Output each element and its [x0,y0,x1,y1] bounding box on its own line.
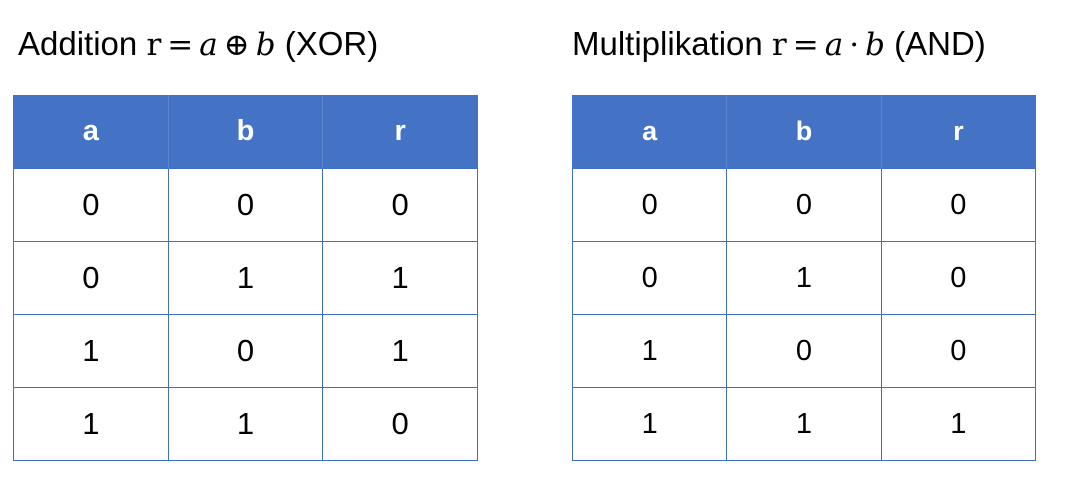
and-formula: r = a · b [772,27,885,63]
xor-formula-b: b [255,27,276,63]
table-row: 1 1 1 [571,387,1037,461]
xor-title: Addition r = a ⊕ b (XOR) [18,24,378,65]
xor-title-suffix: (XOR) [284,25,379,62]
and-header-b: b [726,95,882,169]
table-row: 1 0 1 [13,314,478,388]
table-row: 0 0 0 [13,168,478,242]
table-cell: 1 [880,387,1037,461]
table-cell: 1 [322,241,478,315]
table-row: 0 1 0 [571,241,1037,315]
table-row: 1 1 0 [13,387,478,461]
and-operator-symbol: · [849,27,860,63]
and-formula-equals: = [792,27,819,63]
table-row: 0 0 0 [571,168,1037,242]
table-cell: 0 [322,387,478,461]
xor-operator-symbol: ⊕ [223,27,250,63]
table-cell: 1 [726,387,882,461]
table-row: 0 1 1 [13,241,478,315]
table-cell: 0 [167,314,324,388]
table-cell: 0 [13,241,169,315]
and-title-suffix: (AND) [894,25,986,62]
table-cell: 0 [880,241,1037,315]
table-cell: 0 [13,168,169,242]
table-cell: 0 [880,168,1037,242]
xor-formula-equals: = [167,27,194,63]
xor-title-prefix: Addition [18,25,138,62]
xor-formula: r = a ⊕ b [146,27,275,63]
table-cell: 0 [726,314,882,388]
and-header-a: a [571,95,728,169]
table-cell: 1 [167,241,324,315]
xor-header-b: b [167,95,324,169]
table-cell: 0 [880,314,1037,388]
table-cell: 1 [322,314,478,388]
and-header-r: r [880,95,1037,169]
table-cell: 1 [571,387,728,461]
and-header-row: a b r [571,95,1037,169]
xor-header-a: a [13,95,169,169]
xor-header-r: r [322,95,478,169]
xor-header-row: a b r [13,95,478,169]
table-cell: 1 [571,314,728,388]
table-cell: 0 [571,168,728,242]
and-title-prefix: Multiplikation [572,25,763,62]
and-formula-b: b [865,27,885,63]
table-cell: 1 [726,241,882,315]
xor-truth-table: a b r 0 0 0 0 1 1 1 0 1 1 1 [13,95,478,461]
table-cell: 1 [167,387,324,461]
table-cell: 0 [167,168,324,242]
and-truth-table: a b r 0 0 0 0 1 0 1 0 0 1 1 [571,95,1037,461]
table-row: 1 0 0 [571,314,1037,388]
table-cell: 0 [322,168,478,242]
table-cell: 1 [13,314,169,388]
table-cell: 1 [13,387,169,461]
table-cell: 0 [571,241,728,315]
xor-formula-a: a [199,27,218,63]
and-formula-lhs: r [771,27,787,63]
table-cell: 0 [726,168,882,242]
and-formula-a: a [824,27,844,63]
and-title: Multiplikation r = a · b (AND) [572,24,986,65]
xor-formula-lhs: r [146,27,162,63]
